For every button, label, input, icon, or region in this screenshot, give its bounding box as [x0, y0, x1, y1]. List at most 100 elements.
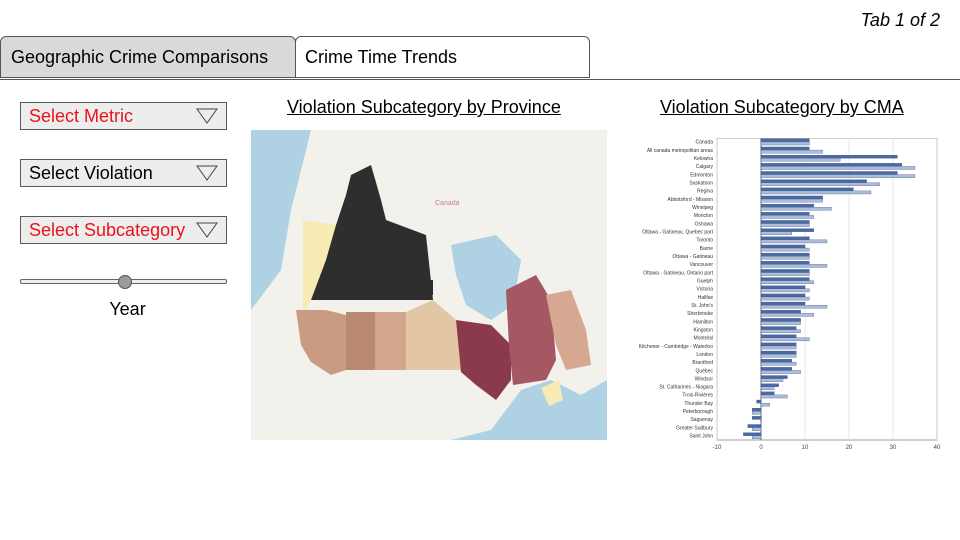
x-tick-label: 10: [802, 445, 809, 451]
category-label: Victoria: [696, 287, 713, 293]
region-saskatchewan: [375, 312, 406, 370]
province-choropleth-map[interactable]: Canada: [251, 130, 607, 440]
bar: [760, 141, 810, 146]
bar: [760, 419, 762, 423]
x-tick-label: 30: [890, 445, 897, 451]
region-ontario: [456, 320, 511, 400]
category-label: Abbotsford - Mission: [667, 197, 713, 203]
category-label: Greater Sudbury: [676, 425, 713, 431]
bar: [760, 163, 902, 167]
bar: [760, 269, 810, 273]
bar: [760, 239, 828, 244]
category-label: Ottawa - Gatineau, Quebec part: [642, 229, 713, 235]
category-label: St. John's: [691, 303, 713, 309]
bar: [760, 350, 797, 355]
bar: [760, 305, 828, 309]
cma-chart-title: Violation Subcategory by CMA: [660, 97, 904, 117]
tab-crime-time-trends[interactable]: Crime Time Trends: [295, 36, 590, 78]
category-label: Edmonton: [690, 172, 713, 178]
region-maritimes: [541, 380, 563, 406]
category-label: Guelph: [697, 278, 713, 284]
tab-label: Crime Time Trends: [305, 46, 458, 67]
category-label: Oshawa: [695, 221, 714, 227]
bar: [760, 252, 810, 257]
bar: [752, 408, 762, 412]
bar: [760, 337, 810, 342]
bar: [760, 236, 810, 241]
region-newfoundland-labrador: [546, 290, 591, 370]
bar: [760, 334, 797, 338]
region-british-columbia: [296, 310, 346, 375]
bar: [760, 138, 810, 143]
category-label: Saguenay: [690, 417, 713, 423]
bar: [760, 280, 814, 284]
category-label: Toronto: [696, 238, 713, 244]
bar: [760, 146, 810, 151]
region-alberta: [346, 312, 375, 370]
category-label: Winnipeg: [692, 205, 713, 211]
category-label: Windsor: [695, 376, 714, 382]
chevron-down-icon: [196, 165, 218, 181]
category-label: Halifax: [698, 295, 714, 301]
category-label: Moncton: [694, 213, 713, 219]
category-label: Peterborough: [683, 409, 714, 415]
category-label: Brantford: [692, 360, 713, 366]
category-label: Hamilton: [693, 319, 713, 325]
bar: [760, 370, 801, 374]
category-label: St. Catharines - Niagara: [659, 385, 713, 391]
bar: [743, 432, 762, 436]
region-nunavut-south: [381, 280, 433, 295]
bar: [760, 198, 823, 203]
bar: [760, 326, 797, 330]
bar: [752, 416, 762, 420]
select-violation-label: Select Violation: [29, 162, 153, 183]
category-label: Barrie: [700, 246, 714, 252]
tab-geographic-crime-comparisons[interactable]: Geographic Crime Comparisons: [0, 36, 296, 78]
bar: [760, 288, 810, 293]
select-metric-dropdown[interactable]: Select Metric: [20, 102, 227, 130]
region-quebec: [506, 275, 556, 385]
bar: [760, 313, 814, 317]
category-label: Thunder Bay: [684, 401, 713, 407]
tab-indicator: Tab 1 of 2: [860, 10, 940, 30]
bar: [760, 223, 810, 227]
select-subcategory-dropdown[interactable]: Select Subcategory: [20, 216, 227, 244]
bar: [760, 362, 797, 366]
map-title: Violation Subcategory by Province: [287, 97, 561, 117]
bar: [760, 207, 832, 211]
category-label: Calgary: [696, 164, 714, 170]
bar: [760, 383, 779, 387]
baffin-island: [521, 140, 607, 220]
region-manitoba: [406, 300, 461, 370]
category-label: Ottawa - Gatineau: [672, 254, 713, 260]
bar: [760, 272, 810, 276]
bar: [760, 244, 806, 249]
category-label: Canada: [695, 140, 713, 146]
bar: [760, 301, 806, 306]
select-violation-dropdown[interactable]: Select Violation: [20, 159, 227, 187]
bar: [760, 386, 775, 391]
bar: [760, 261, 810, 265]
bar: [760, 293, 806, 298]
bar: [760, 264, 828, 268]
tab-divider: [0, 79, 960, 80]
select-metric-label: Select Metric: [29, 105, 134, 126]
bar: [752, 411, 762, 415]
category-label: Kitchener - Cambridge - Waterloo: [639, 344, 714, 350]
category-label: Québec: [695, 368, 713, 374]
bar: [760, 342, 797, 347]
category-label: Kelowna: [694, 156, 713, 162]
bar: [756, 399, 762, 404]
cma-bar-chart-svg: -10 0 10 20 30 40 Canada All canada metropolita…: [639, 137, 941, 451]
bar: [760, 174, 916, 178]
bar: [760, 149, 823, 154]
category-label: All canada metropolitan areas: [647, 148, 714, 154]
category-label: Ottawa - Gatineau, Ontario part: [643, 270, 713, 276]
year-slider-thumb[interactable]: [117, 275, 132, 289]
category-label: Saint John: [689, 434, 713, 440]
bar: [760, 228, 814, 232]
region-yukon: [303, 220, 336, 315]
x-tick-label: -10: [713, 445, 722, 451]
bar: [752, 427, 762, 431]
category-label: Montréal: [694, 336, 713, 342]
